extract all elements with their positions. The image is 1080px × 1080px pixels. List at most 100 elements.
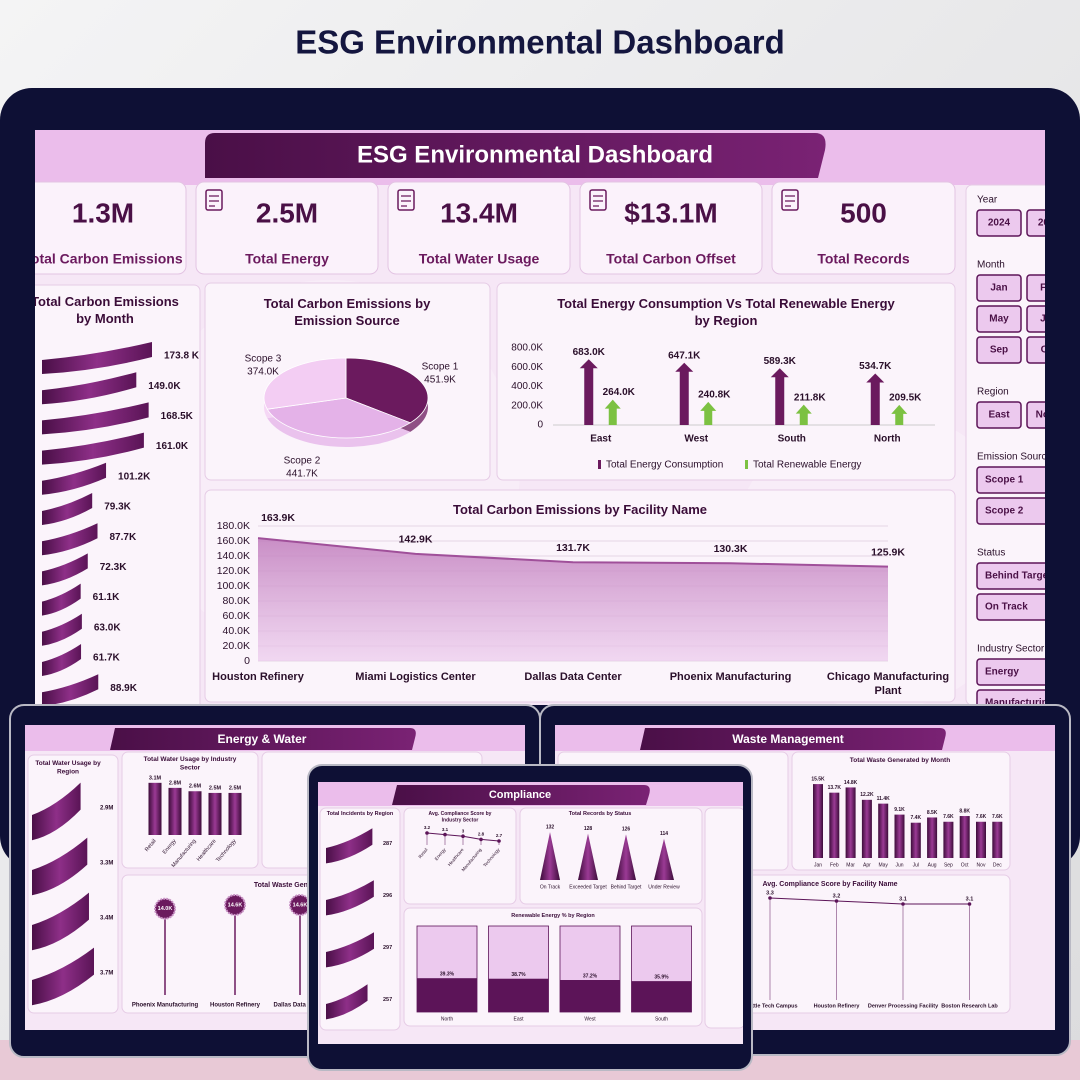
flag-bar [32,782,81,841]
legend-swatch [598,460,601,469]
slicer-item [976,497,1045,525]
value-label: 3.3 [766,890,774,896]
text-line: Industry Sector [442,818,479,824]
kpi-value: $13.1M [624,197,717,228]
value-label: 14.8K [844,780,858,786]
panel [496,282,956,481]
device-title: Energy & Water [218,732,307,746]
slicer-title: Region [977,387,1009,398]
value-label: 61.7K [93,653,120,664]
slicer-item-label: 2025 [1038,218,1061,229]
bar [813,784,823,858]
value-label: 7.6K [943,814,954,820]
slicer-item [1026,274,1045,302]
pie-slice [266,397,412,439]
slicer-title: Year [977,195,998,206]
value-label: 63.0K [94,622,121,633]
value-label: 128 [584,826,593,832]
arrow-bar [604,399,621,425]
x-tick-label: North [441,1016,453,1022]
arrow-bar [770,368,789,425]
x-tick-label: Behind Target [611,884,642,890]
flag-bar [42,462,107,495]
text-line: Renewable Energy % by Region [511,913,595,919]
slicer-item-label: 2024 [988,218,1011,229]
panel [403,807,517,905]
value-label: 14.0K [158,906,173,912]
slicer-title: Industry Sector [977,644,1045,655]
bar [829,792,840,858]
chart-title: Avg. Compliance Score by Industry Sector [429,811,492,824]
value-label: 35.9% [654,974,669,980]
slicer-title: Emission Source [977,452,1052,463]
x-tick-label: Retail [417,847,428,859]
panel [403,907,703,1027]
value-label: 9.1K [894,807,905,813]
text-line: Total Carbon Emissions [31,294,179,309]
slicer-item-label: East [988,410,1010,421]
y-tick-label: 0 [244,655,250,667]
value-label: 2.9M [100,805,113,811]
slicer-item [976,274,1022,302]
y-tick-label: 20.0K [223,640,250,652]
value-label: 296 [383,893,392,899]
chart-title: Total Energy Consumption Vs Total Renewa… [557,296,895,328]
area-fill [258,538,888,661]
value-label: 130.3K [714,543,748,555]
y-tick-label: 400.0K [511,381,543,392]
slicer-item [976,689,1045,705]
value-label: 3.1 [966,896,974,902]
bar [943,821,954,858]
y-tick-label: 600.0K [511,362,543,373]
x-tick-label: Seattle Tech Campus [742,1003,797,1009]
value-label: 3.1 [899,896,907,902]
y-tick-label: 140.0K [217,550,250,562]
text-line: Avg. Compliance Score by [429,811,492,817]
value-label: 149.0K [148,381,181,392]
point [479,837,483,842]
chart-title: Total Records by Status [569,811,632,817]
flag-bar [42,644,82,676]
lollipop-head [154,897,176,920]
arrow-bar [579,359,598,425]
bar [878,803,889,858]
value-label: 161.0K [156,441,189,452]
kpi-icon [781,189,799,211]
point [768,896,772,900]
x-tick-label: Phoenix Manufacturing [670,671,792,683]
value-label: 257 [383,997,392,1003]
kpi-icon [593,195,603,207]
x-tick-label: East [590,434,612,445]
pie-slice [263,357,347,410]
slicer-item-label: Scope 2 [985,506,1024,517]
x-tick-label: East [513,1016,524,1022]
arrow-bar [891,404,908,425]
bar [168,787,182,835]
kpi-label: Total Energy [245,251,329,267]
slicer-item-label: Behind Target [985,571,1052,582]
bar [976,821,986,858]
flag-bar [326,880,374,916]
x-tick-label: Denver Processing Facility [868,1003,939,1009]
text-line: Dallas Data Center [524,671,622,683]
x-tick-label: Houston Refinery [212,671,305,683]
x-tick-label: South [778,434,806,445]
value-label: 647.1K [668,350,701,361]
y-tick-label: 40.0K [223,625,250,637]
arrow-bar [700,401,717,425]
slicer-item-label: May [989,314,1009,325]
x-tick-label: Houston Refinery [814,1003,861,1009]
flag-bar [42,432,144,465]
value-label: 2.5M [229,785,242,791]
value-label: 8.8K [959,808,970,814]
y-tick-label: 0 [537,420,543,431]
y-tick-label: 100.0K [217,580,250,592]
text-line: Chicago Manufacturing [827,671,949,683]
value-label: 126 [622,827,631,833]
value-label: 209.5K [889,392,922,403]
point [834,899,839,903]
x-tick-label: Houston Refinery [210,1003,261,1009]
x-tick-label: Sep [944,862,953,868]
flag-bar [32,892,89,951]
